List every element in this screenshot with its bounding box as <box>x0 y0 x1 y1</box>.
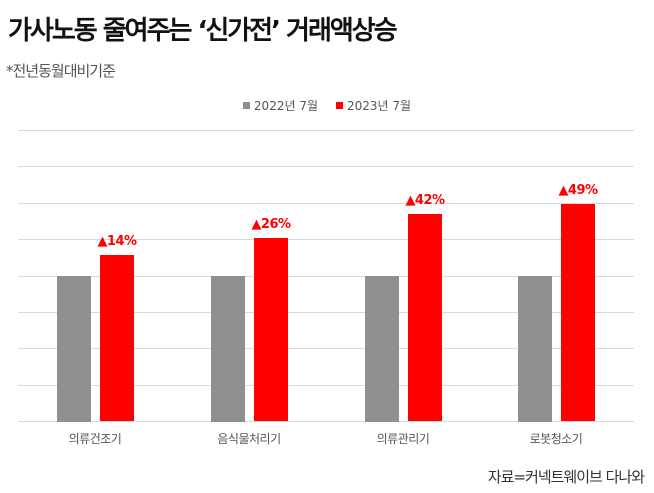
chart-subtitle: *전년동월대비기준 <box>6 62 116 80</box>
category-label: 음식물처리기 <box>217 432 281 446</box>
gridline <box>18 130 634 131</box>
bar-2023 <box>254 238 288 421</box>
category-label: 의류건조기 <box>68 432 122 446</box>
category-label: 의류관리기 <box>376 432 430 446</box>
legend-swatch-red <box>336 102 343 109</box>
bar-value-label: ▲26% <box>251 217 291 232</box>
bar-2023 <box>100 255 134 421</box>
legend: 2022년 7월 2023년 7월 <box>0 97 654 114</box>
gridline <box>18 312 634 313</box>
source-note: 자료=커넥트웨이브 다나와 <box>487 468 645 486</box>
bar-2023 <box>408 214 442 421</box>
gridline <box>18 239 634 240</box>
bar-2023 <box>561 204 595 421</box>
gridline <box>18 166 634 167</box>
x-axis-baseline <box>18 421 634 422</box>
bar-2022 <box>57 276 91 422</box>
bar-value-label: ▲42% <box>405 193 445 208</box>
chart-title: 가사노동 줄여주는 ‘신가전’ 거래액상승 <box>8 16 398 46</box>
bar-2022 <box>211 276 245 422</box>
bar-2022 <box>365 276 399 422</box>
category-label: 로봇청소기 <box>529 432 583 446</box>
bar-2022 <box>518 276 552 422</box>
gridline <box>18 203 634 204</box>
legend-label: 2023년 7월 <box>347 99 412 113</box>
legend-swatch-gray <box>242 102 250 109</box>
legend-item-2023: 2023년 7월 <box>336 97 411 114</box>
gridline <box>18 348 634 349</box>
gridline <box>18 276 634 277</box>
legend-item-2022: 2022년 7월 <box>242 97 318 114</box>
gridline <box>18 385 634 386</box>
bar-value-label: ▲49% <box>558 183 598 198</box>
legend-label: 2022년 7월 <box>253 99 318 113</box>
bar-value-label: ▲14% <box>97 234 137 249</box>
